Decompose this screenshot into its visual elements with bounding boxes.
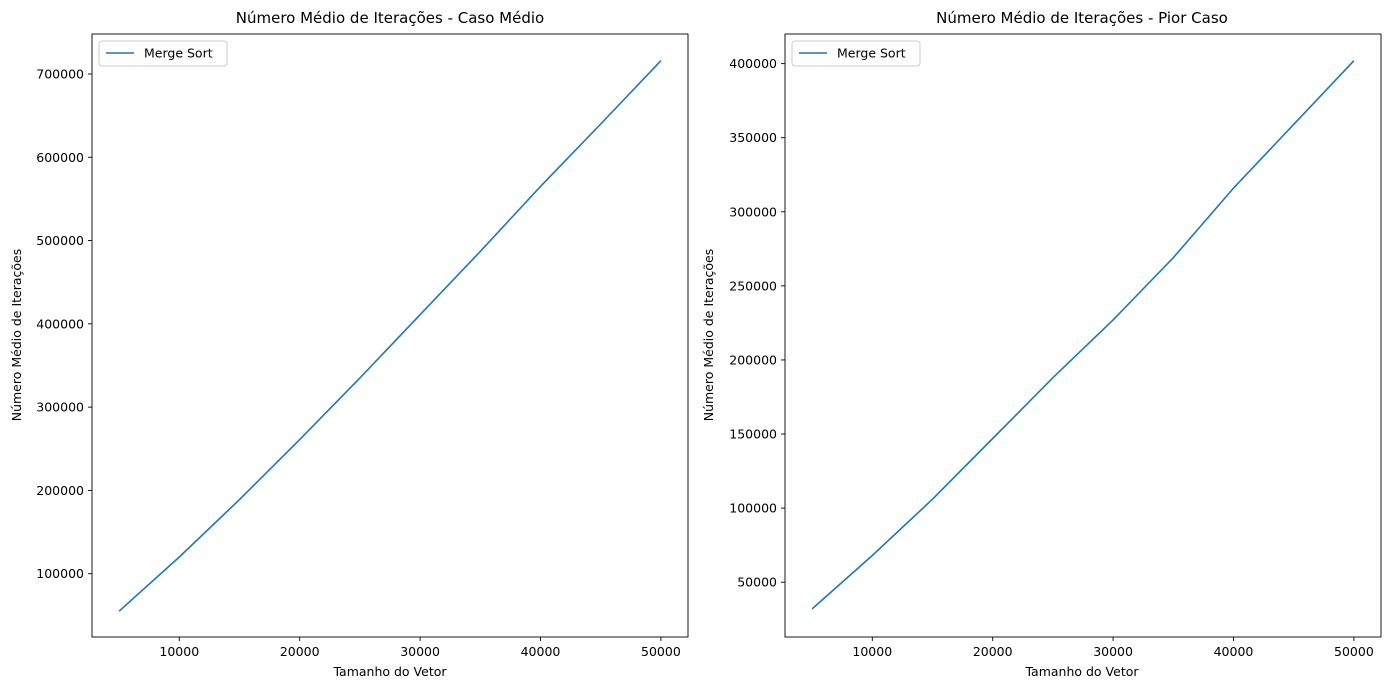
plot-frame [91,33,689,638]
legend: Merge Sort [791,40,921,67]
y-tick-label: 400000 [729,56,777,71]
legend-label: Merge Sort [144,46,213,61]
x-tick-label: 40000 [1214,644,1254,659]
x-tick-label: 10000 [852,644,892,659]
legend: Merge Sort [98,40,228,67]
series-line-merge-sort [118,60,662,612]
x-tick-label: 30000 [400,644,440,659]
legend-box [98,40,228,67]
legend-label: Merge Sort [837,46,906,61]
y-tick-label: 350000 [729,130,777,145]
y-tick-label: 50000 [737,575,777,590]
y-axis-label: Número Médio de Iterações [701,249,716,422]
y-tick-label: 700000 [36,66,84,81]
x-tick-label: 50000 [1334,644,1374,659]
x-tick-label: 20000 [280,644,320,659]
y-tick-label: 600000 [36,150,84,165]
y-tick-label: 300000 [36,400,84,415]
plot-lines [118,60,662,612]
x-axis-label: Tamanho do Vetor [332,664,447,679]
y-tick-label: 500000 [36,233,84,248]
x-tick-label: 20000 [973,644,1013,659]
chart-average-case: Número Médio de Iterações - Caso Médio T… [9,9,689,679]
y-tick-label: 100000 [729,501,777,516]
chart-title: Número Médio de Iterações - Caso Médio [236,9,544,27]
y-tick-label: 250000 [729,278,777,293]
y-axis-label: Número Médio de Iterações [9,249,24,422]
legend-box [791,40,921,67]
x-tick-label: 50000 [641,644,681,659]
x-tick-label: 40000 [521,644,561,659]
y-tick-label: 100000 [36,566,84,581]
y-tick-label: 200000 [729,352,777,367]
y-tick-label: 300000 [729,204,777,219]
chart-title: Número Médio de Iterações - Pior Caso [936,9,1228,27]
plot-lines [811,60,1355,610]
series-line-merge-sort [811,60,1355,610]
x-axis-label: Tamanho do Vetor [1024,664,1139,679]
y-tick-label: 200000 [36,483,84,498]
plot-frame [784,33,1382,638]
y-tick-label: 400000 [36,316,84,331]
x-tick-label: 10000 [159,644,199,659]
chart-worst-case: Número Médio de Iterações - Pior Caso Ta… [701,9,1382,679]
y-tick-label: 150000 [729,427,777,442]
x-tick-label: 30000 [1093,644,1133,659]
axis-ticks: 10000 20000 30000 40000 50000 100000 200000 300… [36,66,681,659]
axis-ticks: 10000 20000 30000 40000 50000 50000 100000 1500… [729,56,1374,659]
